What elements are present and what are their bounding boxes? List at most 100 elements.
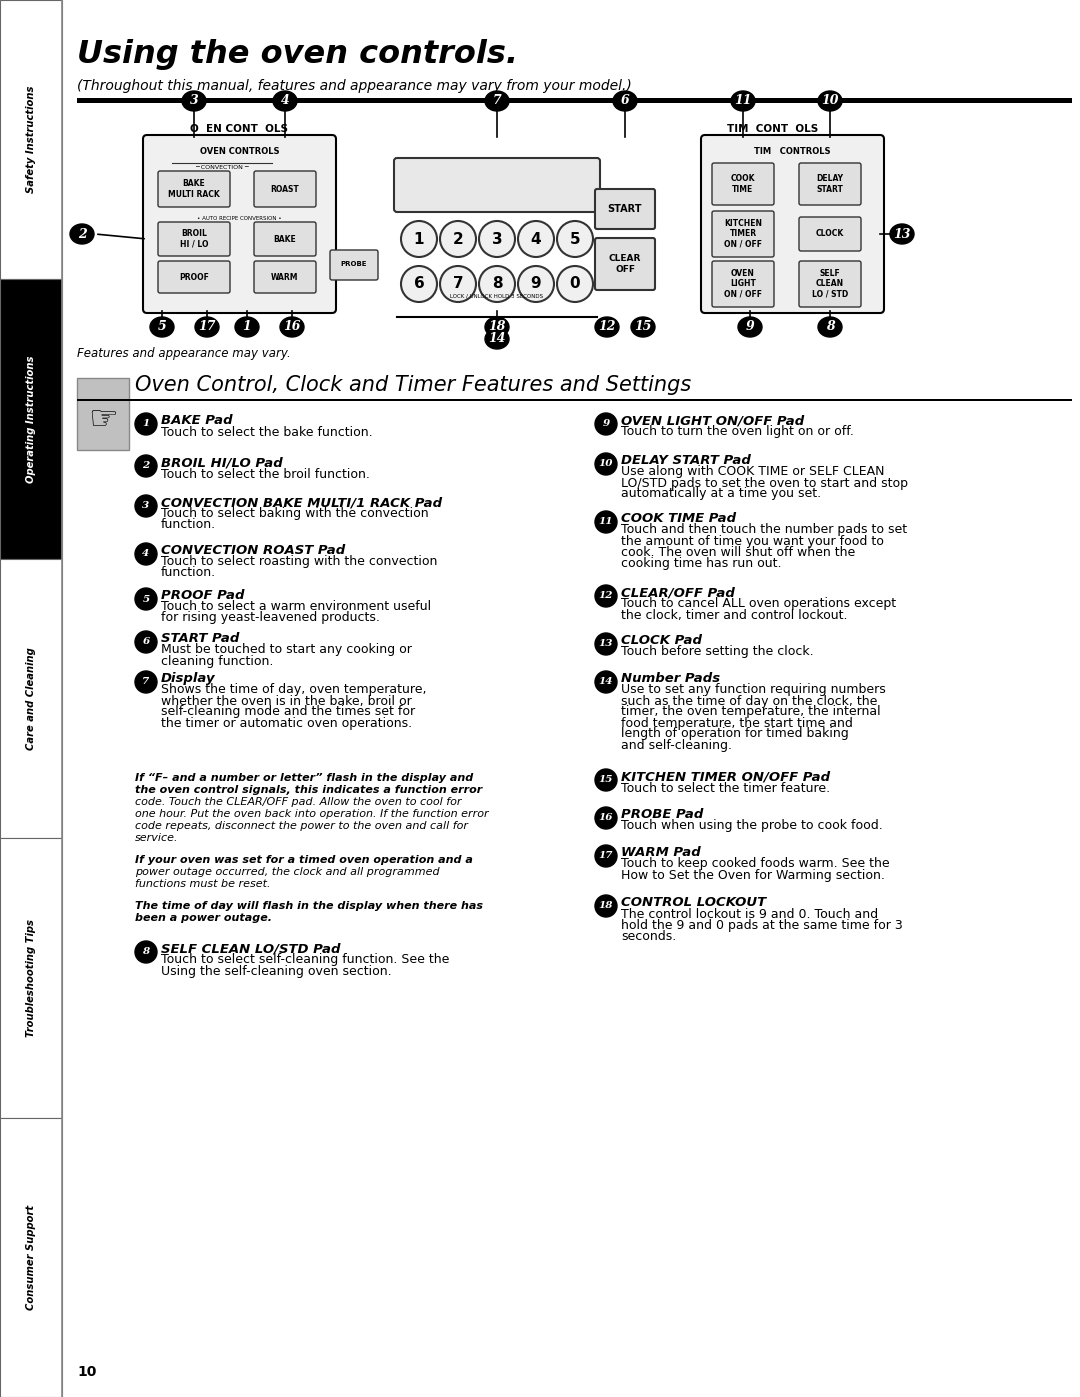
- Text: Using the self-cleaning oven section.: Using the self-cleaning oven section.: [161, 964, 392, 978]
- Text: DELAY
START: DELAY START: [816, 175, 843, 194]
- Text: 18: 18: [598, 901, 613, 911]
- Text: BAKE Pad: BAKE Pad: [161, 414, 232, 427]
- Text: 9: 9: [745, 320, 754, 334]
- Text: 17: 17: [199, 320, 216, 334]
- Text: Safety Instructions: Safety Instructions: [26, 87, 36, 193]
- Ellipse shape: [150, 317, 174, 337]
- Text: COOK TIME Pad: COOK TIME Pad: [621, 511, 737, 525]
- Text: 2: 2: [78, 228, 86, 240]
- Text: OVEN
LIGHT
ON / OFF: OVEN LIGHT ON / OFF: [724, 270, 762, 299]
- Circle shape: [595, 453, 617, 475]
- Circle shape: [401, 265, 437, 302]
- Text: Touch to select roasting with the convection: Touch to select roasting with the convec…: [161, 556, 437, 569]
- Text: (Throughout this manual, features and appearance may vary from your model.): (Throughout this manual, features and ap…: [77, 80, 632, 94]
- Circle shape: [595, 633, 617, 655]
- Text: Care and Cleaning: Care and Cleaning: [26, 647, 36, 750]
- Circle shape: [440, 221, 476, 257]
- Circle shape: [595, 768, 617, 791]
- Text: 4: 4: [143, 549, 150, 559]
- Circle shape: [595, 807, 617, 828]
- Circle shape: [135, 631, 157, 652]
- Text: CLOCK Pad: CLOCK Pad: [621, 634, 702, 647]
- Text: Touch to select self-cleaning function. See the: Touch to select self-cleaning function. …: [161, 954, 449, 967]
- Circle shape: [135, 414, 157, 434]
- Bar: [0, 1118, 62, 1397]
- Text: 6: 6: [414, 277, 424, 292]
- Text: Touch and then touch the number pads to set: Touch and then touch the number pads to …: [621, 524, 907, 536]
- Text: self-cleaning mode and the times set for: self-cleaning mode and the times set for: [161, 705, 415, 718]
- Text: START: START: [608, 204, 643, 214]
- FancyBboxPatch shape: [595, 189, 654, 229]
- Text: 3: 3: [190, 95, 199, 108]
- FancyBboxPatch shape: [394, 158, 600, 212]
- FancyBboxPatch shape: [143, 136, 336, 313]
- Text: 10: 10: [77, 1365, 96, 1379]
- Text: The time of day will flash in the display when there has: The time of day will flash in the displa…: [135, 901, 483, 911]
- Bar: [77, 379, 129, 450]
- FancyBboxPatch shape: [701, 136, 885, 313]
- Text: • AUTO RECIPE CONVERSION •: • AUTO RECIPE CONVERSION •: [198, 217, 282, 222]
- Text: Use along with COOK TIME or SELF CLEAN: Use along with COOK TIME or SELF CLEAN: [621, 465, 885, 479]
- Text: CONVECTION BAKE MULTI/1 RACK Pad: CONVECTION BAKE MULTI/1 RACK Pad: [161, 496, 442, 509]
- Text: 8: 8: [825, 320, 835, 334]
- Text: Display: Display: [161, 672, 216, 685]
- FancyBboxPatch shape: [330, 250, 378, 279]
- Text: ☞: ☞: [89, 404, 118, 436]
- Text: whether the oven is in the bake, broil or: whether the oven is in the bake, broil o…: [161, 694, 411, 707]
- Bar: [77, 398, 1072, 401]
- Text: 14: 14: [598, 678, 613, 686]
- Circle shape: [595, 511, 617, 534]
- Text: 6: 6: [143, 637, 150, 647]
- Text: Touch before setting the clock.: Touch before setting the clock.: [621, 645, 813, 658]
- Text: LO/STD pads to set the oven to start and stop: LO/STD pads to set the oven to start and…: [621, 476, 908, 489]
- Ellipse shape: [731, 91, 755, 110]
- Circle shape: [135, 495, 157, 517]
- Circle shape: [135, 671, 157, 693]
- Bar: [0, 559, 62, 838]
- Text: the amount of time you want your food to: the amount of time you want your food to: [621, 535, 883, 548]
- Text: CLEAR
OFF: CLEAR OFF: [609, 254, 642, 274]
- Text: service.: service.: [135, 833, 178, 842]
- Text: PROBE Pad: PROBE Pad: [621, 807, 703, 821]
- Text: KITCHEN
TIMER
ON / OFF: KITCHEN TIMER ON / OFF: [724, 219, 762, 249]
- Text: 15: 15: [598, 775, 613, 785]
- Text: 0: 0: [569, 277, 580, 292]
- Text: 1: 1: [414, 232, 424, 246]
- Ellipse shape: [613, 91, 637, 110]
- Text: How to Set the Oven for Warming section.: How to Set the Oven for Warming section.: [621, 869, 885, 882]
- Text: PROBE: PROBE: [341, 261, 367, 267]
- Text: Must be touched to start any cooking or: Must be touched to start any cooking or: [161, 644, 411, 657]
- Circle shape: [595, 895, 617, 916]
- Circle shape: [480, 265, 515, 302]
- Text: If “F– and a number or letter” flash in the display and: If “F– and a number or letter” flash in …: [135, 773, 473, 782]
- Ellipse shape: [485, 91, 509, 110]
- Text: Touch to select the timer feature.: Touch to select the timer feature.: [621, 781, 831, 795]
- Circle shape: [135, 588, 157, 610]
- Text: PROOF Pad: PROOF Pad: [161, 590, 244, 602]
- Text: Touch to select baking with the convection: Touch to select baking with the convecti…: [161, 507, 429, 521]
- Bar: [0, 838, 62, 1118]
- Text: 1: 1: [143, 419, 150, 429]
- Ellipse shape: [738, 317, 762, 337]
- Text: SELF CLEAN LO/STD Pad: SELF CLEAN LO/STD Pad: [161, 942, 340, 956]
- Text: CLOCK: CLOCK: [815, 229, 845, 239]
- Ellipse shape: [890, 224, 914, 244]
- Text: food temperature, the start time and: food temperature, the start time and: [621, 717, 853, 729]
- Circle shape: [595, 845, 617, 868]
- Text: 10: 10: [598, 460, 613, 468]
- Text: function.: function.: [161, 518, 216, 531]
- Text: 12: 12: [598, 591, 613, 601]
- Text: OVEN CONTROLS: OVEN CONTROLS: [200, 147, 280, 156]
- Ellipse shape: [273, 91, 297, 110]
- Text: Consumer Support: Consumer Support: [26, 1204, 36, 1310]
- Text: LOCK / UNLOCK HOLD 3 SECONDS: LOCK / UNLOCK HOLD 3 SECONDS: [450, 293, 543, 299]
- Text: cook. The oven will shut off when the: cook. The oven will shut off when the: [621, 545, 855, 559]
- Circle shape: [135, 543, 157, 564]
- Ellipse shape: [818, 91, 842, 110]
- Text: 7: 7: [492, 95, 501, 108]
- Text: the clock, timer and control lockout.: the clock, timer and control lockout.: [621, 609, 848, 622]
- FancyBboxPatch shape: [712, 211, 774, 257]
- FancyBboxPatch shape: [158, 261, 230, 293]
- Text: for rising yeast-leavened products.: for rising yeast-leavened products.: [161, 612, 380, 624]
- Text: If your oven was set for a timed oven operation and a: If your oven was set for a timed oven op…: [135, 855, 473, 865]
